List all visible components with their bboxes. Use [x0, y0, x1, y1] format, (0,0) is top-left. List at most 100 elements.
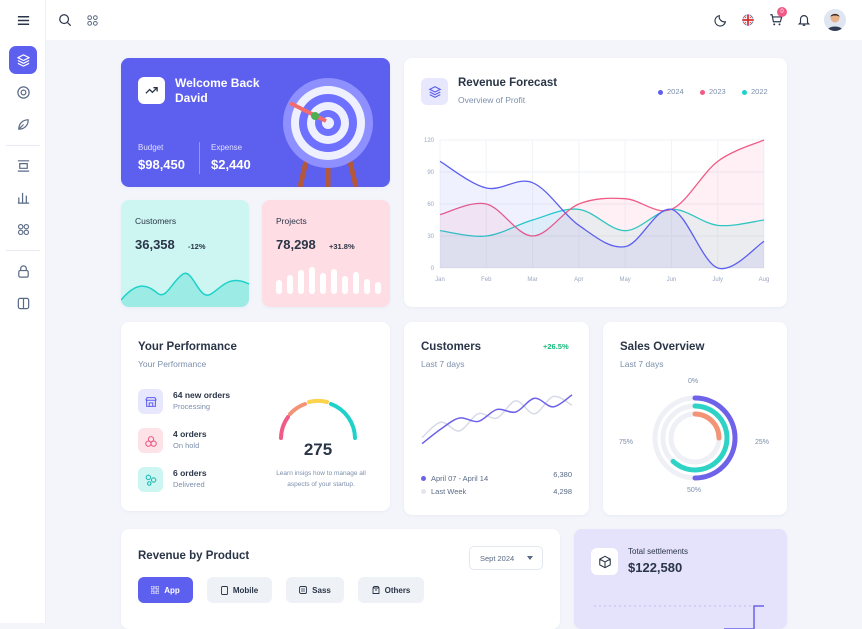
legend-dot: [658, 90, 663, 95]
grid-icon: [151, 586, 160, 594]
sales-donut-chart: [652, 395, 738, 481]
revenue-forecast-title: Revenue Forecast: [458, 77, 558, 89]
donut-ring: [670, 403, 730, 473]
settlements-chart: [594, 605, 764, 629]
bar-chart-icon: [17, 192, 29, 204]
legend-dot: [421, 489, 426, 494]
sidebar-item-layout[interactable]: [9, 151, 37, 179]
x-tick-label: Feb: [481, 277, 492, 283]
legend-label: 2024: [667, 87, 684, 96]
bell-icon[interactable]: [795, 11, 813, 29]
revenue-product-card: Revenue by Product Sept 2024 App Mobile …: [121, 529, 560, 629]
performance-subtitle: Your Performance: [138, 359, 207, 369]
divider: [199, 142, 200, 174]
projects-stat-label: Projects: [276, 216, 307, 226]
x-tick-label: Jan: [435, 277, 445, 283]
projects-stat-card: Projects 78,298 +31.8%: [262, 200, 390, 307]
legend-row: April 07 - April 14 6,380: [421, 470, 572, 487]
tab-others[interactable]: Others: [358, 577, 424, 603]
sales-title: Sales Overview: [620, 341, 705, 353]
gauge-description: Learn insigs how to manage all aspects o…: [261, 468, 381, 490]
revenue-forecast-chart: 0 30 60 90 120 Jan Feb Mar Apr May Jun July Aug: [424, 138, 769, 283]
revenue-product-title: Revenue by Product: [138, 550, 250, 562]
delivery-icon: [138, 467, 163, 492]
sales-label-75: 75%: [619, 439, 634, 446]
sidebar: [0, 0, 46, 623]
apps-grid-icon[interactable]: [83, 11, 101, 29]
tab-label: Others: [384, 585, 411, 595]
y-tick-label: 90: [427, 170, 434, 176]
y-tick-label: 120: [424, 138, 435, 144]
budget-value: $98,450: [138, 157, 185, 172]
topbar: 0: [46, 0, 862, 40]
leaf-icon: [17, 118, 29, 130]
legend-dot: [700, 90, 705, 95]
cart-icon[interactable]: 0: [767, 7, 787, 29]
tab-app[interactable]: App: [138, 577, 193, 603]
x-tick-label: Jun: [667, 277, 677, 283]
revenue-forecast-card: Revenue Forecast Overview of Profit 0 30 6…: [404, 58, 787, 307]
sales-label-0: 0%: [688, 378, 699, 385]
apps-icon: [17, 223, 29, 235]
series-area: [440, 140, 764, 268]
projects-stat-change: +31.8%: [329, 242, 355, 251]
sidebar-item-charts[interactable]: [9, 183, 37, 211]
layers-icon: [421, 78, 448, 105]
search-icon[interactable]: [56, 11, 74, 29]
sidebar-item-layers[interactable]: [9, 46, 37, 74]
sidebar-divider: [6, 250, 40, 251]
donut-ring: [692, 411, 722, 441]
series-line: [421, 394, 573, 445]
tab-mobile[interactable]: Mobile: [207, 577, 272, 603]
moon-icon[interactable]: [712, 11, 730, 29]
projects-bars: [276, 267, 381, 294]
trend-icon: [138, 77, 165, 104]
x-tick-label: Apr: [574, 277, 583, 283]
x-tick-label: Mar: [527, 277, 537, 283]
mobile-icon: [220, 585, 228, 595]
performance-gauge: [279, 398, 357, 440]
sales-label-25: 25%: [755, 439, 770, 446]
sales-label-50: 50%: [687, 487, 702, 494]
database-icon: [299, 586, 308, 594]
customers-stat-label: Customers: [135, 216, 177, 226]
language-flag-icon[interactable]: [739, 11, 757, 29]
series-line: [439, 160, 765, 270]
cube-icon: [591, 548, 618, 575]
customers-change: +26.5%: [543, 342, 569, 351]
perf-item-status: On hold: [173, 441, 200, 450]
tab-sass[interactable]: Sass: [286, 577, 344, 603]
sidebar-item-columns[interactable]: [9, 289, 37, 317]
sidebar-divider: [6, 145, 40, 146]
projects-stat-value: 78,298: [276, 237, 316, 252]
series-line: [421, 395, 573, 439]
sidebar-item-ecommerce[interactable]: [9, 78, 37, 106]
customers-sparkline: [121, 272, 249, 307]
sales-overview-card: Sales Overview Last 7 days 0% 25% 50% 75…: [603, 322, 787, 515]
box-icon: [372, 586, 380, 594]
tab-label: App: [164, 585, 180, 595]
columns-icon: [17, 297, 29, 309]
performance-card: Your Performance Your Performance 64 new…: [121, 322, 390, 511]
settlements-label: Total settlements: [628, 547, 689, 556]
menu-icon[interactable]: [9, 6, 37, 34]
x-tick-label: May: [619, 277, 630, 283]
y-tick-label: 0: [431, 266, 435, 272]
customers-legend: April 07 - April 14 6,380 Last Week 4,29…: [421, 470, 572, 496]
series-area: [440, 209, 764, 268]
sidebar-item-lock[interactable]: [9, 257, 37, 285]
legend-label: 2023: [709, 87, 726, 96]
y-tick-label: 60: [427, 202, 434, 208]
avatar[interactable]: [824, 9, 846, 31]
layers-icon: [16, 53, 30, 67]
perf-item-status: Delivered: [173, 480, 205, 489]
sidebar-item-leaf[interactable]: [9, 110, 37, 138]
legend-value: 6,380: [553, 470, 572, 479]
lock-icon: [17, 264, 29, 278]
atom-icon: [138, 428, 163, 453]
legend-value: 4,298: [553, 487, 572, 496]
target-illustration: [283, 78, 373, 187]
sidebar-item-apps[interactable]: [9, 215, 37, 243]
month-select[interactable]: Sept 2024: [469, 546, 543, 570]
welcome-name: David: [175, 91, 208, 105]
